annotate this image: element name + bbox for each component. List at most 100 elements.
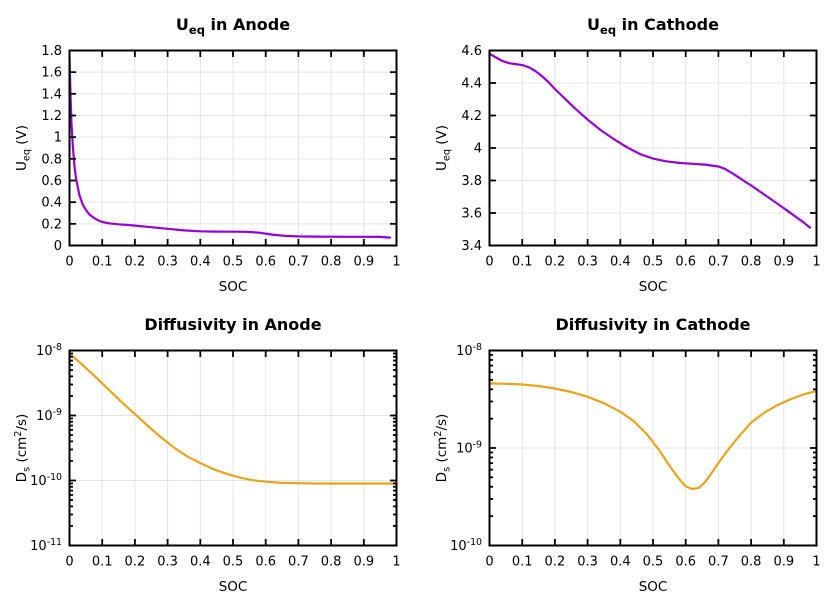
- svg-text:0: 0: [65, 555, 73, 570]
- plot-border: [68, 49, 398, 247]
- svg-text:0.2: 0.2: [41, 217, 62, 232]
- svg-text:4.4: 4.4: [461, 77, 482, 92]
- svg-text:0.4: 0.4: [610, 555, 631, 570]
- svg-text:0: 0: [54, 239, 62, 254]
- svg-text:0.5: 0.5: [643, 555, 664, 570]
- svg-text:0.6: 0.6: [675, 555, 696, 570]
- svg-text:0.1: 0.1: [92, 555, 113, 570]
- data-curve-diffusivity-anode: [68, 352, 398, 485]
- svg-text:0.4: 0.4: [190, 555, 211, 570]
- x-axis-label: SOC: [219, 579, 248, 595]
- svg-text:0.3: 0.3: [577, 255, 598, 270]
- plot-border: [68, 349, 398, 547]
- svg-text:0.9: 0.9: [353, 255, 374, 270]
- chart-svg-diffusivity-anode: 0 0.1 0.2 0.3 0.4 0.5 0.6 0.7 0.8 0.9 110-810-910-…: [13, 315, 401, 595]
- svg-text:10-9: 10-9: [456, 440, 482, 457]
- chart-title: Ueq in Cathode: [587, 15, 719, 37]
- svg-text:0.4: 0.4: [610, 255, 631, 270]
- chart-svg-diffusivity-cathode: 0 0.1 0.2 0.3 0.4 0.5 0.6 0.7 0.8 0.9 110-810-910-…: [433, 315, 821, 595]
- grid-lines: [489, 50, 817, 246]
- svg-text:0.8: 0.8: [321, 555, 342, 570]
- svg-text:0.6: 0.6: [675, 255, 696, 270]
- svg-text:1: 1: [392, 255, 400, 270]
- svg-text:10-9: 10-9: [36, 407, 62, 424]
- y-axis-label: Ds (cm2/s): [433, 414, 453, 483]
- x-axis-label: SOC: [639, 279, 668, 295]
- svg-text:4.6: 4.6: [461, 44, 482, 59]
- chart-title: Ueq in Anode: [176, 15, 290, 37]
- svg-text:0.3: 0.3: [577, 555, 598, 570]
- chart-ueq-anode: 0 0.1 0.2 0.3 0.4 0.5 0.6 0.7 0.8 0.9 1 0 0.2 0.4 0.6 0…: [0, 0, 420, 300]
- chart-svg-ueq-anode: 0 0.1 0.2 0.3 0.4 0.5 0.6 0.7 0.8 0.9 100.20.40.60…: [14, 15, 401, 295]
- svg-text:0.7: 0.7: [708, 555, 729, 570]
- data-curve-diffusivity-cathode: [488, 382, 818, 491]
- svg-text:0.8: 0.8: [741, 555, 762, 570]
- x-axis-label: SOC: [219, 279, 248, 295]
- svg-text:10-8: 10-8: [456, 342, 482, 359]
- chart-diffusivity-cathode: 0 0.1 0.2 0.3 0.4 0.5 0.6 0.7 0.8 0.9 1 10-8 10-9 10-…: [420, 300, 840, 600]
- data-curve-ueq-cathode: [488, 52, 812, 229]
- plot-border: [488, 349, 818, 547]
- svg-text:0.8: 0.8: [321, 255, 342, 270]
- svg-text:0.2: 0.2: [545, 255, 566, 270]
- x-tick-labels: 0 0.1 0.2 0.3 0.4 0.5 0.6 0.7 0.8 0.9 1: [65, 255, 400, 270]
- svg-text:0.9: 0.9: [773, 555, 794, 570]
- svg-text:0.2: 0.2: [125, 555, 146, 570]
- svg-text:0.3: 0.3: [157, 555, 178, 570]
- x-tick-labels: 0 0.1 0.2 0.3 0.4 0.5 0.6 0.7 0.8 0.9 1: [485, 255, 820, 270]
- y-axis-label: Ds (cm2/s): [13, 414, 33, 483]
- svg-text:0.1: 0.1: [512, 555, 533, 570]
- svg-text:0: 0: [485, 555, 493, 570]
- svg-text:0.6: 0.6: [41, 174, 62, 189]
- svg-text:1.4: 1.4: [41, 87, 62, 102]
- svg-text:1: 1: [812, 555, 820, 570]
- y-axis-label: Ueq (V): [14, 125, 33, 171]
- svg-text:3.4: 3.4: [461, 239, 482, 254]
- svg-text:0.7: 0.7: [288, 555, 309, 570]
- svg-text:0.6: 0.6: [255, 255, 276, 270]
- x-axis-label: SOC: [639, 579, 668, 595]
- svg-text:0.2: 0.2: [545, 555, 566, 570]
- svg-text:10-8: 10-8: [36, 342, 62, 359]
- svg-text:3.6: 3.6: [461, 207, 482, 222]
- svg-text:0.5: 0.5: [223, 255, 244, 270]
- svg-text:1: 1: [54, 131, 62, 146]
- svg-text:0.9: 0.9: [773, 255, 794, 270]
- chart-diffusivity-anode: 0 0.1 0.2 0.3 0.4 0.5 0.6 0.7 0.8 0.9 1 10-8 10-9 10-…: [0, 300, 420, 600]
- svg-text:1: 1: [812, 255, 820, 270]
- svg-text:0.4: 0.4: [41, 196, 62, 211]
- svg-text:0.7: 0.7: [288, 255, 309, 270]
- svg-text:10-10: 10-10: [30, 472, 62, 489]
- svg-text:1.6: 1.6: [41, 66, 62, 81]
- svg-text:1.2: 1.2: [41, 109, 62, 124]
- grid-lines: [69, 350, 397, 546]
- svg-text:0.5: 0.5: [223, 555, 244, 570]
- svg-text:0.8: 0.8: [741, 255, 762, 270]
- y-axis-label: Ueq (V): [434, 125, 453, 171]
- svg-text:0.1: 0.1: [92, 255, 113, 270]
- chart-svg-ueq-cathode: 0 0.1 0.2 0.3 0.4 0.5 0.6 0.7 0.8 0.9 1 3.4 3.6 3.8 4 4…: [434, 15, 821, 295]
- svg-text:0.8: 0.8: [41, 152, 62, 167]
- svg-text:0.2: 0.2: [125, 255, 146, 270]
- chart-title: Diffusivity in Anode: [144, 315, 321, 334]
- y-tick-labels: 3.4 3.6 3.8 4 4.2 4.4 4.6: [461, 44, 482, 254]
- svg-text:0.5: 0.5: [643, 255, 664, 270]
- svg-text:0: 0: [485, 255, 493, 270]
- svg-text:4: 4: [474, 142, 482, 157]
- y-tick-labels: 10-8 10-9 10-10: [450, 342, 482, 554]
- x-tick-labels: 0 0.1 0.2 0.3 0.4 0.5 0.6 0.7 0.8 0.9 1: [65, 555, 400, 570]
- plot-border: [488, 49, 818, 247]
- data-curve-ueq-anode: [68, 54, 392, 239]
- chart-title: Diffusivity in Cathode: [555, 315, 750, 334]
- svg-text:3.8: 3.8: [461, 174, 482, 189]
- svg-text:0.1: 0.1: [512, 255, 533, 270]
- y-tick-labels: 10-8 10-9 10-10 10-11: [30, 342, 62, 554]
- grid-lines: [69, 50, 397, 246]
- svg-text:0.6: 0.6: [255, 555, 276, 570]
- svg-text:0.3: 0.3: [157, 255, 178, 270]
- svg-text:1.8: 1.8: [41, 44, 62, 59]
- svg-text:0.7: 0.7: [708, 255, 729, 270]
- y-tick-labels: 0 0.2 0.4 0.6 0.8 1 1.2 1.4 1.6 1.8: [41, 44, 62, 254]
- svg-text:0.4: 0.4: [190, 255, 211, 270]
